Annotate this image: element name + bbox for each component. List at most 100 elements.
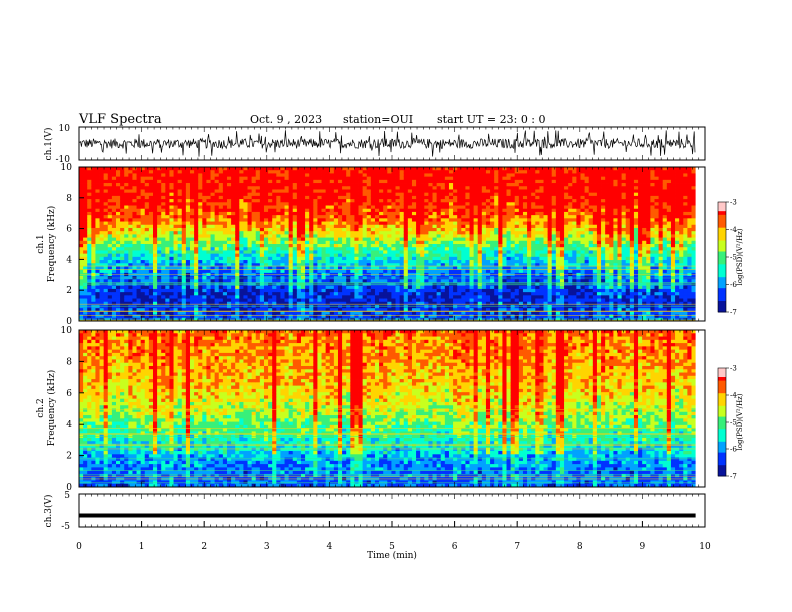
spectrogram-cell [416, 304, 421, 309]
spectrogram-cell [222, 218, 228, 222]
spectrogram-cell [181, 179, 187, 184]
spectrogram-cell [346, 224, 351, 229]
spectrogram-cell [239, 237, 244, 242]
spectrogram-cell [416, 221, 421, 226]
spectrogram-cell [243, 176, 248, 181]
spectrogram-cell [329, 215, 335, 219]
spectrogram-cell [379, 167, 384, 171]
spectrogram-cell [333, 221, 339, 226]
spectrogram-cell [342, 298, 347, 303]
spectrogram-cell [107, 211, 113, 216]
spectrogram-cell [231, 253, 236, 258]
spectrogram-cell [120, 211, 125, 216]
spectrogram-cell [161, 202, 166, 206]
spectrogram-cell [370, 244, 376, 248]
spectrogram-cell [91, 288, 96, 293]
spectrogram-cell [218, 253, 224, 258]
spectrogram-cell [457, 263, 462, 267]
spectrogram-cell [342, 202, 347, 206]
spectrogram-cell [411, 247, 417, 251]
spectrogram-cell [309, 224, 314, 229]
spectrogram-cell [103, 314, 109, 319]
spectrogram-cell [424, 282, 429, 287]
spectrogram-cell [469, 215, 475, 219]
spectrogram-cell [99, 260, 105, 264]
spectrogram-cell [387, 215, 392, 219]
spectrogram-cell [498, 227, 503, 232]
spectrogram-cell [444, 292, 450, 296]
spectrogram-cell [395, 186, 401, 190]
spectrogram-cell [107, 311, 113, 315]
spectrogram-cell [99, 282, 105, 287]
spectrogram-cell [411, 170, 417, 174]
spectrogram-cell [165, 295, 170, 299]
spectrogram-cell [461, 199, 466, 203]
spectrogram-cell [210, 205, 216, 210]
spectrogram-cell [432, 244, 438, 248]
spectrogram-cell [185, 301, 191, 306]
spectrogram-cell [99, 292, 105, 296]
spectrogram-cell [103, 227, 109, 232]
spectrogram-cell [387, 311, 392, 315]
spectrogram-cell [210, 263, 216, 267]
spectrogram-cell [235, 247, 240, 251]
spectrogram-cell [165, 205, 170, 210]
spectrogram-cell [128, 279, 133, 283]
spectrogram-cell [111, 279, 117, 283]
spectrogram-cell [444, 176, 450, 181]
spectrogram-cell [132, 256, 137, 261]
spectrogram-cell [214, 234, 220, 238]
spectrogram-cell [226, 292, 232, 296]
spectrogram-cell [477, 170, 483, 174]
spectrogram-cell [214, 304, 220, 309]
spectrogram-cell [444, 170, 450, 174]
spectrogram-cell [280, 304, 285, 309]
spectrogram-cell [436, 170, 442, 174]
spectrogram-cell [300, 314, 306, 319]
spectrogram-cell [255, 288, 261, 293]
spectrogram-cell [284, 311, 290, 315]
spectrogram-cell [502, 240, 507, 245]
spectrogram-cell [477, 253, 483, 258]
spectrogram-cell [350, 208, 355, 213]
spectrogram-cell [428, 224, 433, 229]
spectrogram-cell [206, 218, 211, 222]
spectrogram-cell [490, 250, 495, 255]
spectrogram-cell [350, 176, 355, 181]
spectrogram-cell [457, 314, 462, 319]
spectrogram-cell [432, 215, 438, 219]
spectrogram-cell [333, 183, 339, 187]
spectrogram-cell [313, 211, 318, 216]
spectrogram-cell [485, 260, 491, 264]
spectrogram-cell [107, 227, 113, 232]
spectrogram-cell [407, 183, 413, 187]
spectrogram-cell [292, 304, 298, 309]
spectrogram-cell [185, 317, 191, 322]
spectrogram-cell [370, 282, 376, 287]
spectrogram-cell [370, 218, 376, 222]
spectrogram-cell [296, 308, 302, 312]
spectrogram-cell [272, 317, 277, 322]
spectrogram-cell [391, 224, 396, 229]
spectrogram-cell [284, 224, 290, 229]
spectrogram-cell [395, 308, 401, 312]
spectrogram-cell [79, 211, 84, 216]
spectrogram-cell [461, 263, 466, 267]
spectrogram-cell [325, 202, 331, 206]
spectrogram-cell [383, 240, 388, 245]
spectrogram-cell [416, 234, 421, 238]
spectrogram-cell [309, 247, 314, 251]
spectrogram-cell [342, 244, 347, 248]
spectrogram-cell [399, 253, 405, 258]
spectrogram-cell [350, 282, 355, 287]
spectrogram-cell [268, 189, 273, 194]
spectrogram-cell [354, 202, 359, 206]
spectrogram-cell [235, 308, 240, 312]
spectrogram-cell [350, 237, 355, 242]
spectrogram-cell [448, 282, 454, 287]
spectrogram-cell [424, 247, 429, 251]
spectrogram-cell [120, 256, 125, 261]
spectrogram-cell [161, 199, 166, 203]
spectrogram-cell [465, 218, 470, 222]
spectrogram-cell [136, 186, 142, 190]
